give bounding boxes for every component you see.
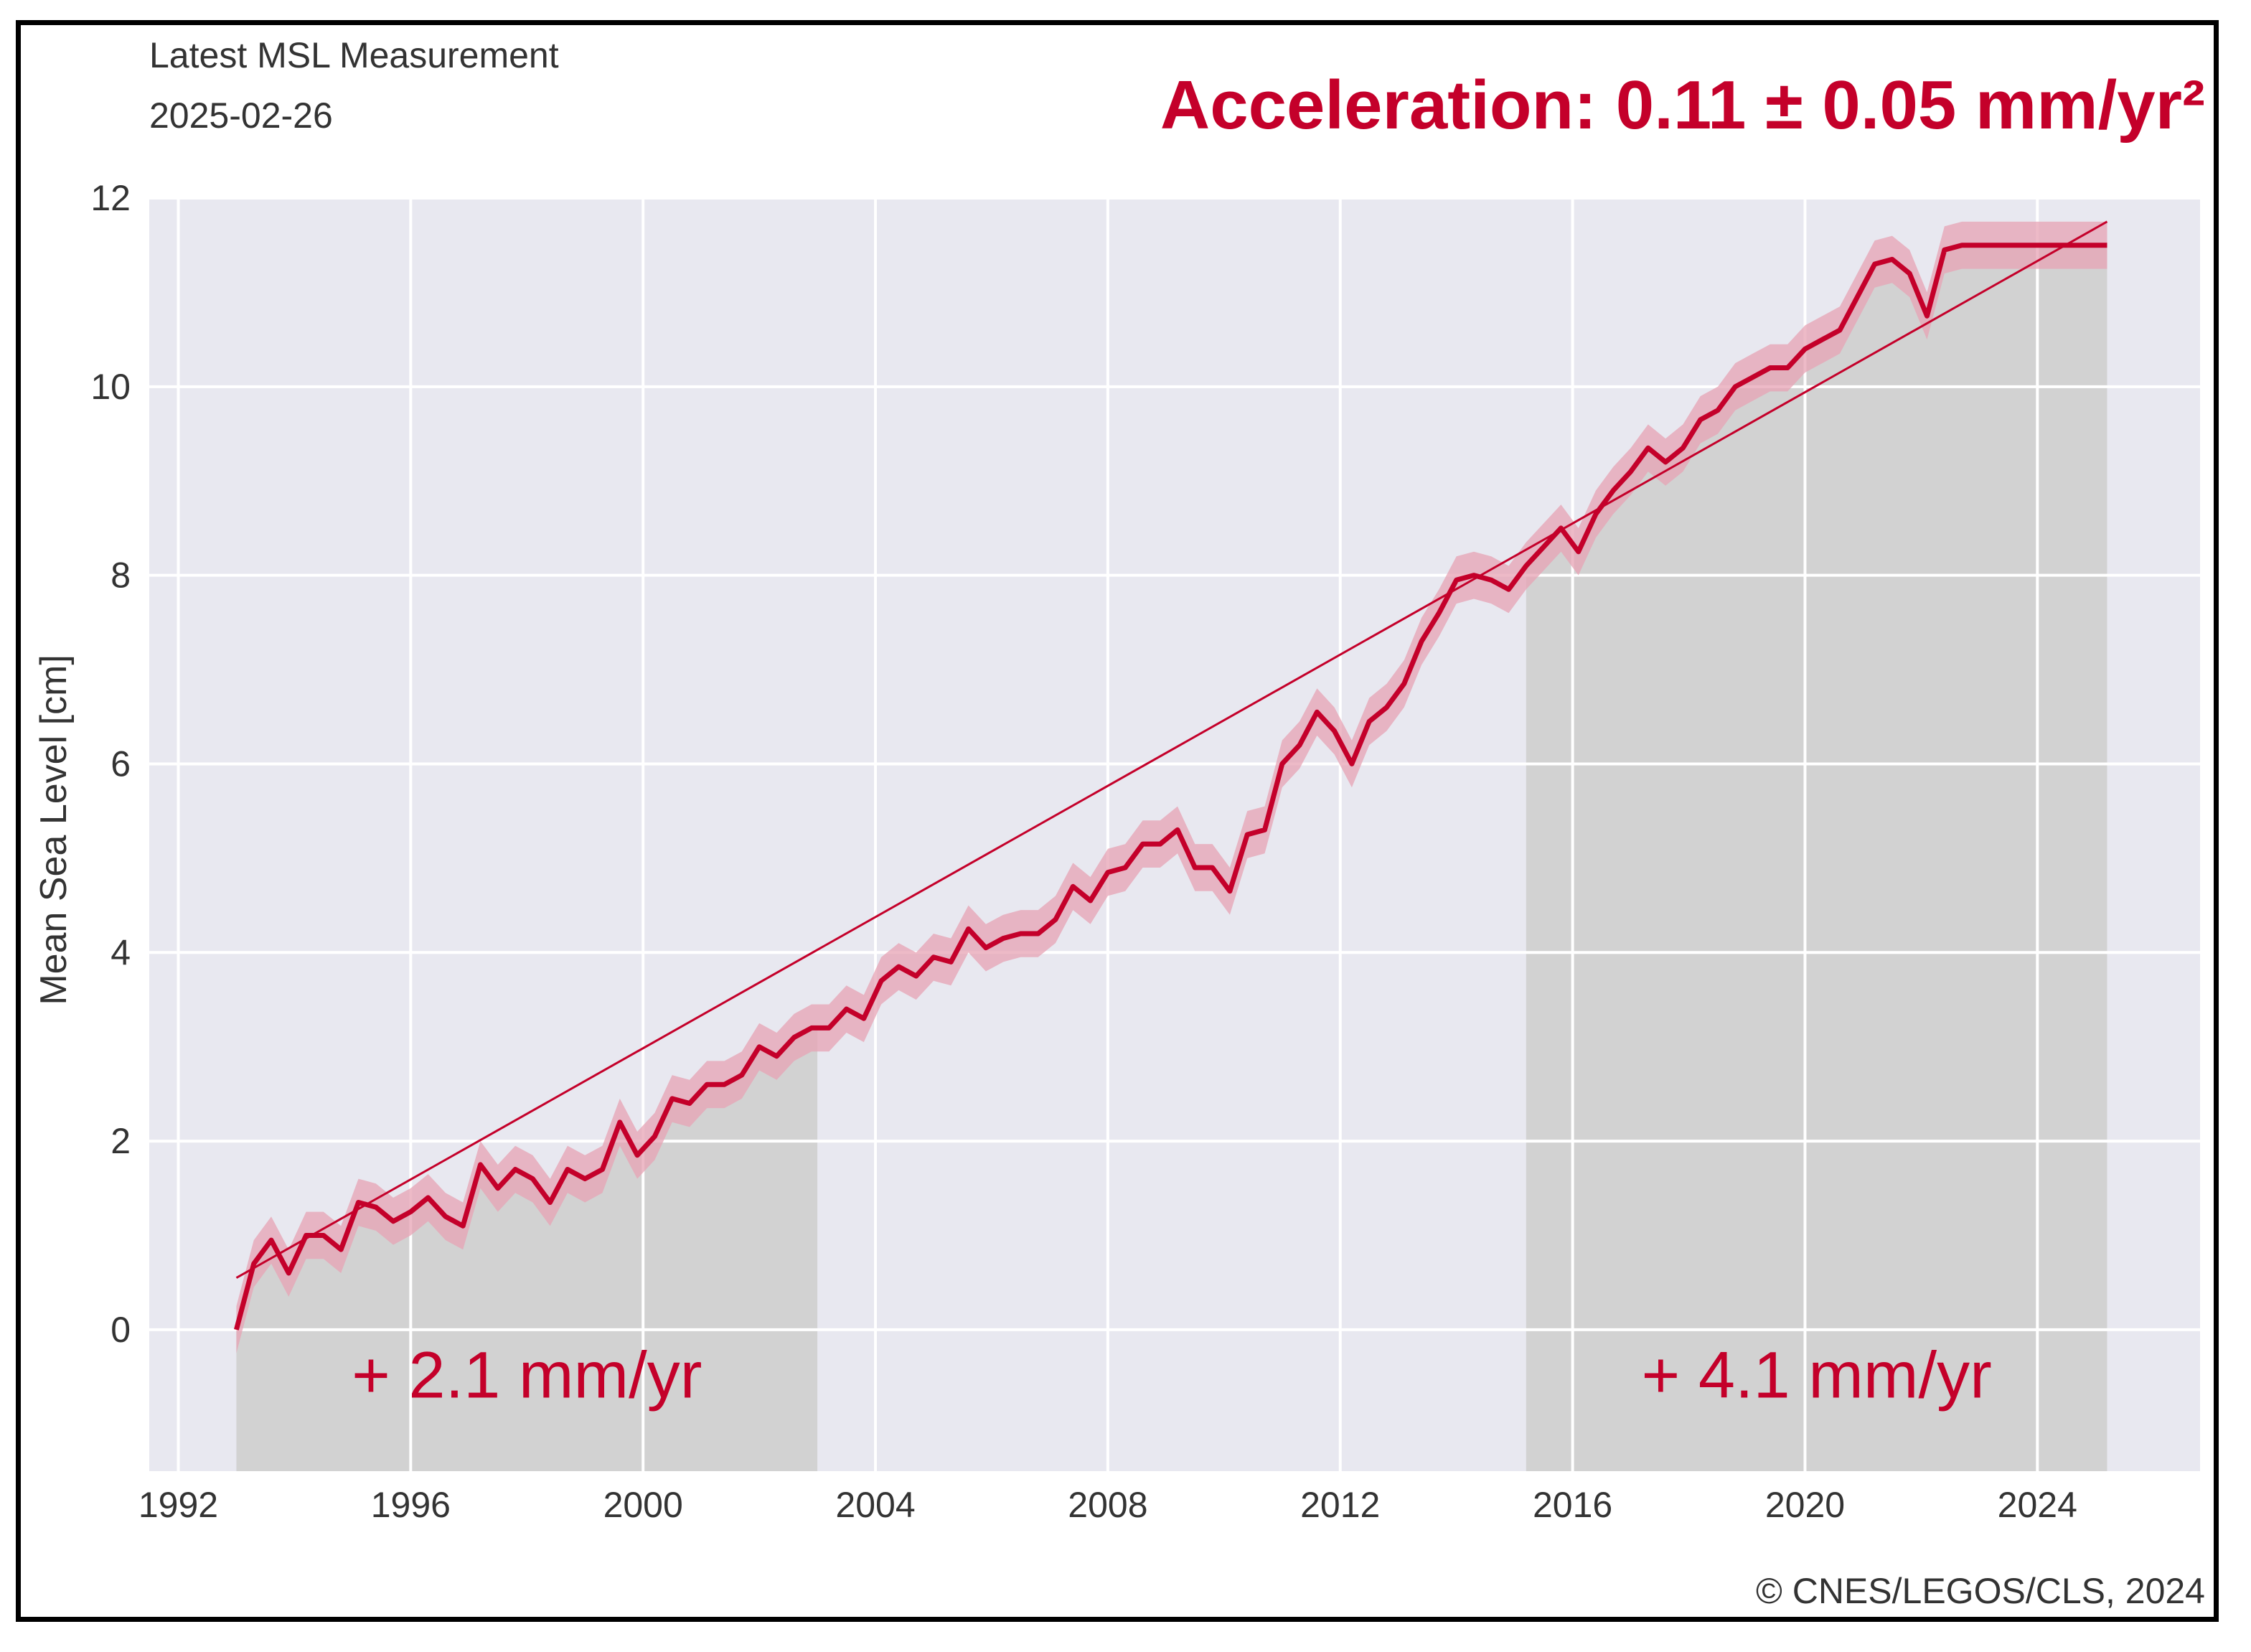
y-tick-label: 4 (111, 932, 131, 972)
x-tick-label: 2008 (1068, 1485, 1147, 1525)
shaded-period-2 (1526, 245, 2107, 1472)
trend-line (235, 220, 2108, 1279)
y-tick-label: 0 (111, 1310, 131, 1350)
x-tick-label: 2020 (1765, 1485, 1845, 1525)
y-tick-label: 2 (111, 1121, 131, 1161)
y-tick-label: 12 (90, 178, 131, 218)
x-tick-label: 2012 (1300, 1485, 1380, 1525)
rate-annotation-1: + 2.1 mm/yr (352, 1339, 702, 1412)
x-tick-label: 2000 (603, 1485, 683, 1525)
shaded-period-1 (236, 1028, 818, 1471)
rate-annotation-2: + 4.1 mm/yr (1642, 1339, 1992, 1412)
x-tick-label: 2016 (1533, 1485, 1612, 1525)
x-tick-label: 2024 (1998, 1485, 2077, 1525)
series-line-msl (234, 243, 2107, 1330)
y-tick-label: 8 (111, 555, 131, 596)
y-tick-label: 10 (90, 367, 131, 407)
latest-measurement-date: 2025-02-26 (149, 95, 333, 136)
y-axis-label: Mean Sea Level [cm] (33, 654, 75, 1005)
x-tick-label: 1996 (371, 1485, 451, 1525)
x-tick-label: 1992 (138, 1485, 218, 1525)
y-tick-label: 6 (111, 743, 131, 784)
uncertainty-band (236, 221, 2107, 1353)
copyright-credit: © CNES/LEGOS/CLS, 2024 (1755, 1571, 2205, 1611)
x-tick-label: 2004 (835, 1485, 915, 1525)
latest-measurement-label: Latest MSL Measurement (149, 35, 559, 75)
acceleration-title: Acceleration: 0.11 ± 0.05 mm/yr² (1160, 67, 2205, 144)
